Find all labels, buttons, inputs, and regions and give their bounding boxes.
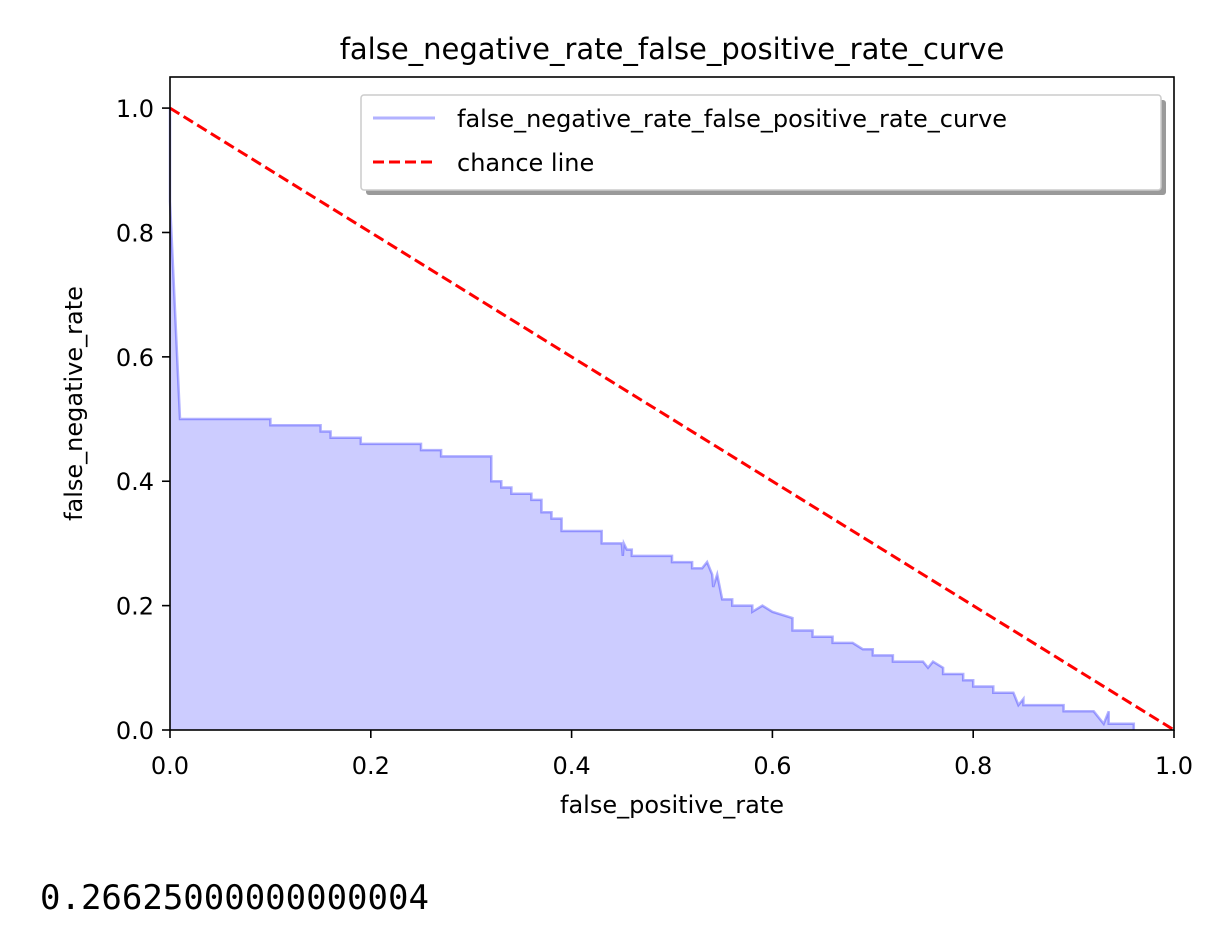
curve-fill-area [170, 108, 1134, 731]
y-tick-label: 0.2 [116, 593, 154, 621]
y-axis-label: false_negative_rate [60, 286, 88, 521]
fnr-fpr-chart: 0.0 0.2 0.4 0.6 0.8 1.0 0.0 0.2 0.4 0.6 0.8 1.0 fals… [60, 32, 1193, 819]
y-tick-label: 0.6 [116, 344, 154, 372]
legend-label-chance: chance line [457, 149, 594, 177]
chart-title: false_negative_rate_false_positive_rate_… [340, 32, 1005, 66]
y-tick-label: 0.0 [116, 717, 154, 745]
y-tick-label: 0.8 [116, 219, 154, 247]
x-tick-label: 0.6 [753, 752, 791, 780]
x-tick-label: 0.4 [553, 752, 591, 780]
y-tick-label: 1.0 [116, 95, 154, 123]
y-tick-label: 0.4 [116, 468, 154, 496]
plot-frame [169, 76, 1175, 731]
legend-box [360, 94, 1162, 191]
curve-line [168, 108, 1136, 730]
legend-label-curve: false_negative_rate_false_positive_rate_… [457, 105, 1007, 133]
x-tick-label: 1.0 [1155, 752, 1193, 780]
chance-line [169, 106, 1175, 732]
x-tick-label: 0.2 [352, 752, 390, 780]
x-tick-label: 0.0 [151, 752, 189, 780]
x-tick-label: 0.8 [954, 752, 992, 780]
legend: false_negative_rate_false_positive_rate_… [360, 94, 1166, 195]
auc-output-value: 0.26625000000000004 [40, 878, 429, 918]
x-axis-label: false_positive_rate [560, 791, 784, 819]
